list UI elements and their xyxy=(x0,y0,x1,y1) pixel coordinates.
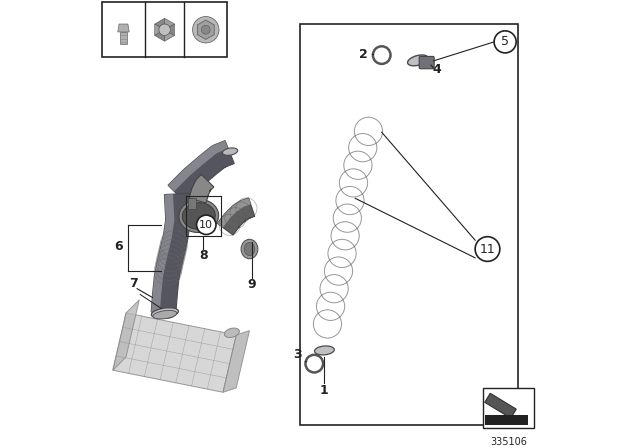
Bar xyxy=(483,388,534,427)
Text: 11: 11 xyxy=(187,6,202,16)
Polygon shape xyxy=(223,331,250,392)
Polygon shape xyxy=(311,69,413,352)
Polygon shape xyxy=(113,313,236,392)
Polygon shape xyxy=(155,18,164,30)
Polygon shape xyxy=(155,24,164,35)
Circle shape xyxy=(159,24,170,35)
Text: 6: 6 xyxy=(114,240,122,253)
Ellipse shape xyxy=(153,310,177,319)
Text: 8: 8 xyxy=(199,249,207,262)
Bar xyxy=(300,24,518,425)
Circle shape xyxy=(475,237,500,261)
Text: 4: 4 xyxy=(433,63,441,76)
Bar xyxy=(485,415,529,425)
Text: 1: 1 xyxy=(320,383,329,396)
Bar xyxy=(120,32,127,44)
Polygon shape xyxy=(394,53,415,78)
Text: 10: 10 xyxy=(199,220,213,230)
Ellipse shape xyxy=(179,199,219,233)
Polygon shape xyxy=(113,300,140,370)
Polygon shape xyxy=(164,18,175,30)
Polygon shape xyxy=(168,141,228,191)
Text: 5: 5 xyxy=(501,35,509,48)
Ellipse shape xyxy=(244,242,255,256)
Polygon shape xyxy=(151,194,174,313)
Ellipse shape xyxy=(182,203,215,229)
Text: 7: 7 xyxy=(129,277,138,290)
Polygon shape xyxy=(168,141,234,202)
Text: 5: 5 xyxy=(106,6,113,16)
Ellipse shape xyxy=(159,307,177,319)
Polygon shape xyxy=(218,198,255,235)
Bar xyxy=(102,2,227,57)
Polygon shape xyxy=(394,53,427,85)
Ellipse shape xyxy=(224,328,239,337)
Text: 335106: 335106 xyxy=(490,437,527,447)
Polygon shape xyxy=(311,69,402,350)
Text: 2: 2 xyxy=(359,48,367,61)
Ellipse shape xyxy=(223,148,237,155)
Circle shape xyxy=(196,215,216,234)
Bar xyxy=(188,198,196,209)
Circle shape xyxy=(494,31,516,53)
Text: 3: 3 xyxy=(292,348,301,361)
Polygon shape xyxy=(164,30,175,41)
Circle shape xyxy=(193,17,219,43)
Text: 10: 10 xyxy=(148,6,163,16)
Polygon shape xyxy=(155,30,164,41)
Polygon shape xyxy=(118,24,129,32)
Polygon shape xyxy=(218,198,251,228)
Polygon shape xyxy=(197,20,214,39)
Polygon shape xyxy=(151,194,190,314)
Polygon shape xyxy=(484,393,516,418)
FancyBboxPatch shape xyxy=(419,56,434,69)
Ellipse shape xyxy=(408,55,428,66)
Ellipse shape xyxy=(151,308,179,318)
Polygon shape xyxy=(189,174,214,203)
Circle shape xyxy=(202,26,210,34)
Ellipse shape xyxy=(241,239,258,259)
Polygon shape xyxy=(164,24,175,35)
Text: 9: 9 xyxy=(248,278,256,291)
Text: 11: 11 xyxy=(479,242,495,255)
Ellipse shape xyxy=(314,346,334,355)
